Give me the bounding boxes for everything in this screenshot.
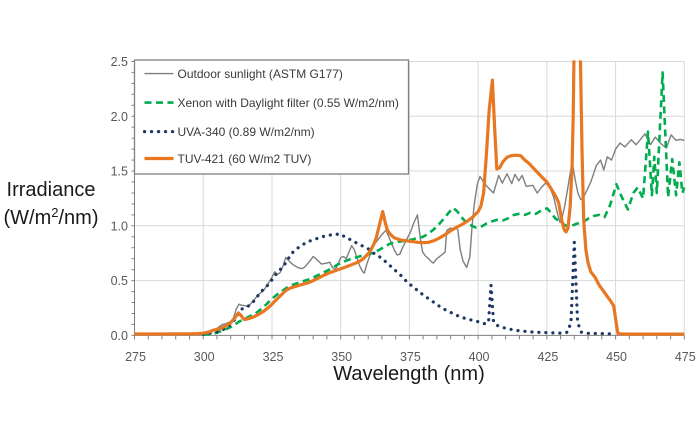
- svg-text:(W/m2/nm): (W/m2/nm): [4, 205, 99, 229]
- svg-text:2.0: 2.0: [111, 110, 128, 124]
- svg-text:300: 300: [194, 350, 215, 364]
- svg-text:Irradiance: Irradiance: [7, 179, 96, 201]
- svg-text:0.5: 0.5: [111, 274, 128, 288]
- svg-text:UVA-340 (0.89 W/m2/nm): UVA-340 (0.89 W/m2/nm): [178, 125, 315, 139]
- svg-text:TUV-421 (60 W/m2 TUV): TUV-421 (60 W/m2 TUV): [178, 152, 312, 166]
- svg-text:0.0: 0.0: [111, 329, 128, 343]
- svg-text:Wavelength (nm): Wavelength (nm): [333, 363, 485, 385]
- svg-text:2.5: 2.5: [111, 55, 128, 69]
- svg-text:Xenon with Daylight filter (0.: Xenon with Daylight filter (0.55 W/m2/nm…: [178, 96, 399, 110]
- svg-text:275: 275: [125, 350, 146, 364]
- svg-text:475: 475: [675, 350, 696, 364]
- svg-text:375: 375: [400, 350, 421, 364]
- svg-text:325: 325: [263, 350, 284, 364]
- svg-text:1.0: 1.0: [111, 219, 128, 233]
- svg-text:450: 450: [606, 350, 627, 364]
- svg-text:350: 350: [331, 350, 352, 364]
- svg-text:400: 400: [469, 350, 490, 364]
- svg-text:Outdoor sunlight (ASTM G177): Outdoor sunlight (ASTM G177): [178, 67, 343, 81]
- svg-text:425: 425: [537, 350, 558, 364]
- svg-text:1.5: 1.5: [111, 165, 128, 179]
